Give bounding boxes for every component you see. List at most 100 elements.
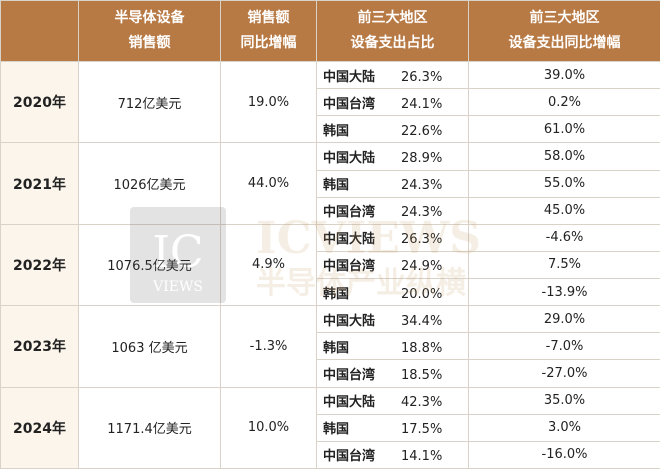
region-name: 中国大陆 — [323, 313, 376, 329]
region-name: 中国台湾 — [323, 449, 376, 465]
header-yoy: 销售额 同比增幅 — [220, 0, 317, 62]
yoy-cell: -1.3% — [220, 305, 317, 388]
region-growth-cell: -16.0% — [468, 440, 660, 469]
yoy-cell: 19.0% — [220, 60, 317, 144]
region-growth-cell: -27.0% — [468, 359, 660, 388]
region-share: 18.8% — [401, 340, 443, 356]
region-growth-cell: 58.0% — [468, 142, 660, 171]
table-row: 2021年 1026亿美元 44.0% 中国大陆 28.9% 58.0% — [0, 142, 660, 225]
region-name: 中国大陆 — [323, 69, 376, 85]
region-share: 14.1% — [401, 449, 443, 465]
table-row: 中国台湾 24.9% 7.5% — [1, 250, 660, 280]
header-sales-line2: 销售额 — [128, 35, 171, 51]
sales-cell: 1063 亿美元 — [78, 305, 221, 388]
region-share-cell: 韩国 24.3% — [316, 169, 469, 198]
region-share-cell: 韩国 18.8% — [316, 332, 469, 361]
region-name: 中国大陆 — [323, 150, 376, 166]
table-row: 韩国 18.8% -7.0% — [1, 332, 660, 361]
table-row: 中国台湾 24.1% 0.2% — [1, 88, 660, 117]
region-name: 韩国 — [323, 422, 350, 438]
region-share: 20.0% — [401, 286, 443, 302]
region-share-cell: 中国大陆 34.4% — [316, 305, 469, 334]
region-name: 韩国 — [323, 178, 350, 194]
region-growth-cell: -4.6% — [468, 223, 660, 252]
region-share: 24.1% — [401, 96, 443, 112]
header-region-growth-line1: 前三大地区 — [529, 10, 600, 26]
sales-cell: 712亿美元 — [78, 60, 221, 144]
region-share-cell: 中国台湾 24.3% — [316, 196, 469, 225]
region-share-cell: 中国台湾 24.1% — [316, 88, 469, 117]
region-growth-cell: 3.0% — [468, 413, 660, 442]
table-row: 韩国 24.3% 55.0% — [1, 169, 660, 198]
region-share-cell: 韩国 22.6% — [316, 115, 469, 144]
region-share: 28.9% — [401, 150, 443, 166]
region-growth-cell: 45.0% — [468, 196, 660, 225]
header-region-growth-line2: 设备支出同比增幅 — [508, 35, 621, 51]
year-cell: 2021年 — [0, 142, 79, 225]
region-share: 24.9% — [401, 259, 443, 275]
header-sales-line1: 半导体设备 — [114, 10, 185, 26]
region-name: 中国大陆 — [323, 232, 376, 248]
yoy-cell: 10.0% — [220, 386, 317, 469]
header-region-share-line2: 设备支出占比 — [350, 35, 435, 51]
region-growth-cell: 61.0% — [468, 115, 660, 144]
region-share-cell: 韩国 17.5% — [316, 413, 469, 442]
table-row: 中国台湾 18.5% -27.0% — [1, 359, 660, 388]
region-growth-cell: 35.0% — [468, 386, 660, 415]
region-share-cell: 中国大陆 28.9% — [316, 142, 469, 171]
table-body: 2020年 712亿美元 19.0% 中国大陆 26.3% 39.0% 中国台湾 2… — [0, 60, 660, 469]
header-year — [0, 0, 79, 62]
region-growth-cell: 0.2% — [468, 88, 660, 117]
yoy-cell: 44.0% — [220, 142, 317, 225]
region-share-cell: 中国台湾 24.9% — [316, 250, 469, 280]
table-row: 2024年 1171.4亿美元 10.0% 中国大陆 42.3% 35.0% — [0, 386, 660, 469]
region-name: 中国大陆 — [323, 395, 376, 411]
year-cell: 2022年 — [0, 223, 79, 307]
year-cell: 2020年 — [0, 60, 79, 144]
year-cell: 2023年 — [0, 305, 79, 388]
region-growth-cell: 29.0% — [468, 305, 660, 334]
region-share-cell: 中国大陆 26.3% — [316, 223, 469, 252]
sales-cell: 1171.4亿美元 — [78, 386, 221, 469]
region-share-cell: 中国大陆 26.3% — [316, 60, 469, 90]
sales-cell: 1076.5亿美元 — [78, 223, 221, 307]
header-region-growth: 前三大地区 设备支出同比增幅 — [468, 0, 660, 62]
header-region-share-line1: 前三大地区 — [357, 10, 428, 26]
region-name: 中国台湾 — [323, 96, 376, 112]
year-cell: 2024年 — [0, 386, 79, 469]
region-name: 中国台湾 — [323, 367, 376, 383]
table-row: 韩国 22.6% 61.0% — [1, 115, 660, 144]
region-name: 韩国 — [323, 286, 350, 302]
region-growth-cell: 39.0% — [468, 60, 660, 90]
region-share: 42.3% — [401, 395, 443, 411]
region-name: 中国台湾 — [323, 205, 376, 221]
region-share-cell: 韩国 20.0% — [316, 277, 469, 307]
region-growth-cell: 7.5% — [468, 250, 660, 280]
header-yoy-line2: 同比增幅 — [240, 35, 297, 51]
region-share: 26.3% — [401, 232, 443, 248]
region-share: 18.5% — [401, 367, 443, 383]
region-share: 26.3% — [401, 69, 443, 85]
region-share: 24.3% — [401, 178, 443, 194]
region-growth-cell: 55.0% — [468, 169, 660, 198]
sales-cell: 1026亿美元 — [78, 142, 221, 225]
region-growth-cell: -7.0% — [468, 332, 660, 361]
region-share: 24.3% — [401, 205, 443, 221]
region-share-cell: 中国台湾 14.1% — [316, 440, 469, 469]
table-row: 2022年 1076.5亿美元 4.9% 中国大陆 26.3% -4.6% — [0, 223, 660, 307]
region-share-cell: 中国台湾 18.5% — [316, 359, 469, 388]
table-row: 韩国 17.5% 3.0% — [1, 413, 660, 442]
region-growth-cell: -13.9% — [468, 277, 660, 307]
region-share-cell: 中国大陆 42.3% — [316, 386, 469, 415]
region-share: 22.6% — [401, 123, 443, 139]
region-name: 中国台湾 — [323, 259, 376, 275]
table-row: 2020年 712亿美元 19.0% 中国大陆 26.3% 39.0% — [0, 60, 660, 144]
table-row: 中国台湾 14.1% -16.0% — [1, 440, 660, 469]
region-name: 韩国 — [323, 340, 350, 356]
region-share: 17.5% — [401, 422, 443, 438]
header-sales: 半导体设备 销售额 — [78, 0, 221, 62]
yoy-cell: 4.9% — [220, 223, 317, 307]
table-row: 2023年 1063 亿美元 -1.3% 中国大陆 34.4% 29.0% — [0, 305, 660, 388]
region-share: 34.4% — [401, 313, 443, 329]
